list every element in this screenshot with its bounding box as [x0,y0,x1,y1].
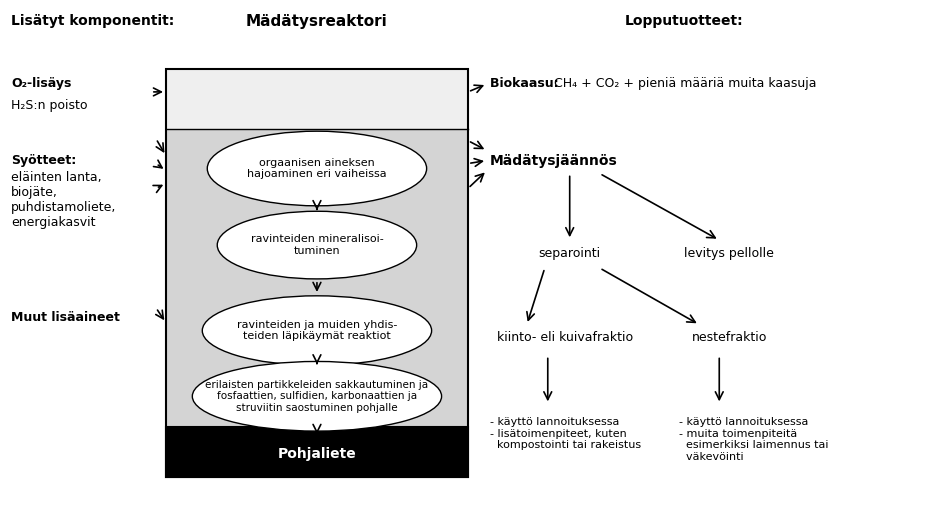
Text: Mädätysreaktori: Mädätysreaktori [246,14,388,29]
Text: kiinto- eli kuivafraktio: kiinto- eli kuivafraktio [497,331,633,344]
Text: nestefraktio: nestefraktio [691,331,767,344]
Bar [166,69,468,129]
Text: levitys pellolle: levitys pellolle [685,246,774,259]
Ellipse shape [208,131,426,206]
Text: Syötteet:: Syötteet: [11,154,77,167]
Text: - käyttö lannoituksessa
- muita toimenpiteitä
  esimerkiksi laimennus tai
  väke: - käyttö lannoituksessa - muita toimenpi… [680,417,829,462]
Text: Biokaasu:: Biokaasu: [490,77,563,90]
Ellipse shape [217,211,417,279]
Text: erilaisten partikkeleiden sakkautuminen ja
fosfaattien, sulfidien, karbonaattien: erilaisten partikkeleiden sakkautuminen … [206,380,428,413]
Text: Lisätyt komponentit:: Lisätyt komponentit: [11,14,175,28]
Ellipse shape [192,361,441,431]
Text: Mädätysjäännös: Mädätysjäännös [490,154,618,167]
Text: separointi: separointi [539,246,601,259]
Text: - käyttö lannoituksessa
- lisätoimenpiteet, kuten
  kompostointi tai rakeistus: - käyttö lannoituksessa - lisätoimenpite… [490,417,641,450]
Text: Pohjaliete: Pohjaliete [278,447,356,461]
Text: Lopputuotteet:: Lopputuotteet: [624,14,743,28]
Text: CH₄ + CO₂ + pieniä määriä muita kaasuja: CH₄ + CO₂ + pieniä määriä muita kaasuja [554,77,816,90]
Text: Muut lisäaineet: Muut lisäaineet [11,311,120,324]
Ellipse shape [202,296,432,366]
Text: eläinten lanta,
biojäte,
puhdistamoliete,
energiakasvit: eläinten lanta, biojäte, puhdistamoliete… [11,172,116,230]
Text: O₂-lisäys: O₂-lisäys [11,77,71,90]
Bar [166,129,468,427]
Text: ravinteiden mineralisoi-
tuminen: ravinteiden mineralisoi- tuminen [251,234,383,256]
Text: orgaanisen aineksen
hajoaminen eri vaiheissa: orgaanisen aineksen hajoaminen eri vaihe… [247,158,387,179]
Bar [166,69,468,477]
Text: ravinteiden ja muiden yhdis-
teiden läpikäymät reaktiot: ravinteiden ja muiden yhdis- teiden läpi… [237,320,397,342]
Bar [166,427,468,477]
Text: H₂S:n poisto: H₂S:n poisto [11,99,88,112]
